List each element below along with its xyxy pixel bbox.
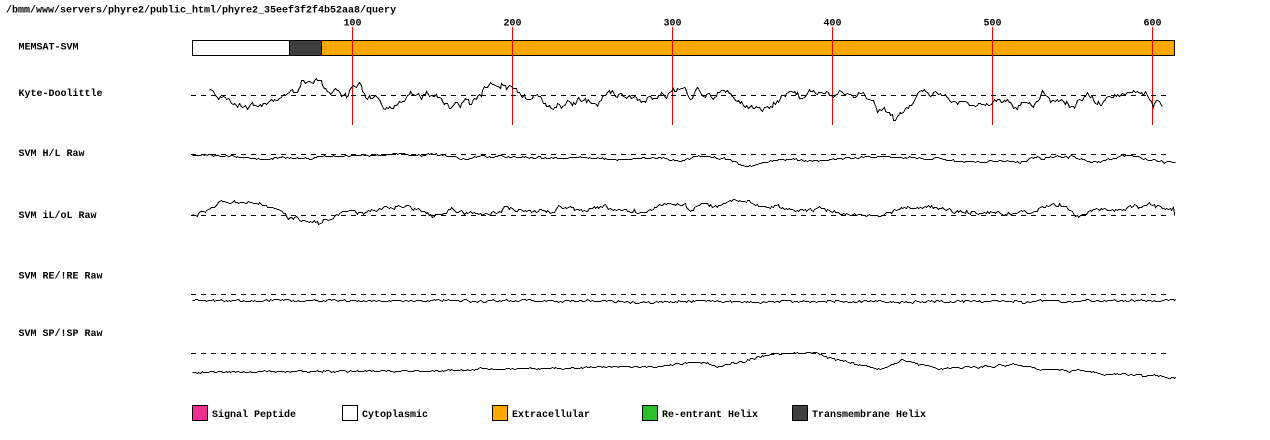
svg-text:SVM SP/!SP Raw: SVM SP/!SP Raw	[19, 328, 103, 340]
svg-text:500: 500	[983, 19, 1001, 30]
svg-text:/bmm/www/servers/phyre2/public: /bmm/www/servers/phyre2/public_html/phyr…	[6, 5, 396, 17]
svg-text:MEMSAT-SVM: MEMSAT-SVM	[19, 43, 79, 54]
svg-text:300: 300	[663, 19, 681, 30]
svg-text:Signal Peptide: Signal Peptide	[212, 409, 296, 421]
svg-text:Kyte-Doolittle: Kyte-Doolittle	[19, 88, 103, 100]
svg-text:SVM iL/oL Raw: SVM iL/oL Raw	[19, 210, 97, 222]
svg-text:Transmembrane Helix: Transmembrane Helix	[812, 409, 926, 421]
svg-text:Cytoplasmic: Cytoplasmic	[362, 409, 428, 421]
svg-text:600: 600	[1143, 19, 1161, 30]
svg-text:SVM H/L Raw: SVM H/L Raw	[19, 148, 85, 160]
svg-text:SVM RE/!RE Raw: SVM RE/!RE Raw	[19, 271, 103, 283]
svg-text:400: 400	[823, 19, 841, 30]
svg-text:100: 100	[343, 19, 361, 30]
svg-text:200: 200	[503, 19, 521, 30]
svg-text:Extracellular: Extracellular	[512, 409, 590, 421]
svg-text:Re-entrant Helix: Re-entrant Helix	[662, 409, 758, 421]
